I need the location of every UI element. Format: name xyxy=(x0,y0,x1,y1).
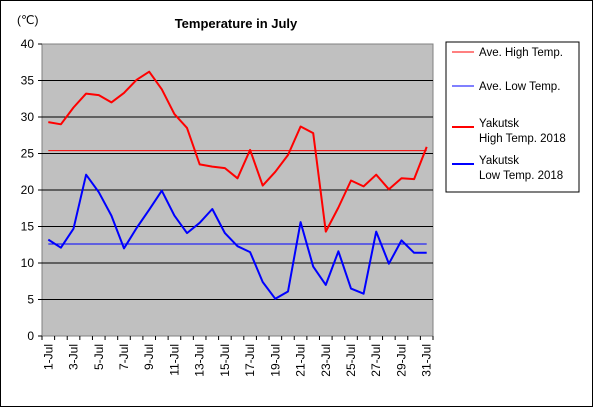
y-tick-label: 35 xyxy=(21,74,35,88)
x-tick-label: 17-Jul xyxy=(243,344,257,377)
x-tick-label: 3-Jul xyxy=(67,344,81,370)
y-tick-label: 30 xyxy=(21,110,35,124)
legend xyxy=(445,41,580,193)
x-tick-label: 13-Jul xyxy=(193,344,207,377)
y-tick-label: 0 xyxy=(27,329,34,343)
y-tick-label: 25 xyxy=(21,147,35,161)
y-tick-label: 20 xyxy=(21,183,35,197)
gridlines xyxy=(42,80,433,300)
legend-label: High Temp. 2018 xyxy=(479,133,566,145)
x-tick-label: 23-Jul xyxy=(319,344,333,377)
y-tick-label: 40 xyxy=(21,37,35,51)
x-tick-label: 25-Jul xyxy=(344,344,358,377)
legend-label: Yakutsk xyxy=(479,118,519,130)
y-tick-label: 10 xyxy=(21,256,35,270)
legend-label: Ave. Low Temp. xyxy=(479,81,560,93)
series-layer xyxy=(47,70,428,300)
x-tick-label: 5-Jul xyxy=(92,344,106,370)
x-tick-label: 15-Jul xyxy=(218,344,232,377)
x-tick-label: 11-Jul xyxy=(167,344,181,376)
y-axis-ticks: 0 5 10 15 20 25 30 35 40 xyxy=(21,37,42,343)
x-tick-label: 9-Jul xyxy=(142,344,156,370)
legend-label: Yakutsk xyxy=(479,155,519,167)
y-tick-label: 5 xyxy=(27,293,34,307)
x-tick-label: 7-Jul xyxy=(117,344,131,370)
x-tick-label: 19-Jul xyxy=(268,344,282,377)
x-tick-label: 27-Jul xyxy=(369,344,383,377)
legend-items: Ave. High Temp. Ave. Low Temp. Yakutsk High… xyxy=(452,47,566,182)
x-tick-label: 31-Jul xyxy=(420,344,434,377)
x-tick-label: 21-Jul xyxy=(294,344,308,377)
x-tick-label: 29-Jul xyxy=(394,344,408,377)
y-axis-unit-label: (℃) xyxy=(17,13,38,27)
x-tick-label: 1-Jul xyxy=(41,344,55,370)
x-axis-ticks: 1-Jul 3-Jul 5-Jul 7-Jul 9-Jul 11-Jul 13-Jul 15-… xyxy=(41,336,434,377)
legend-label: Low Temp. 2018 xyxy=(479,170,563,182)
series-line-4 xyxy=(47,173,427,300)
y-tick-label: 15 xyxy=(21,220,35,234)
chart-title: Temperature in July xyxy=(175,16,298,31)
series-line-3 xyxy=(48,70,428,233)
legend-label: Ave. High Temp. xyxy=(479,47,563,59)
